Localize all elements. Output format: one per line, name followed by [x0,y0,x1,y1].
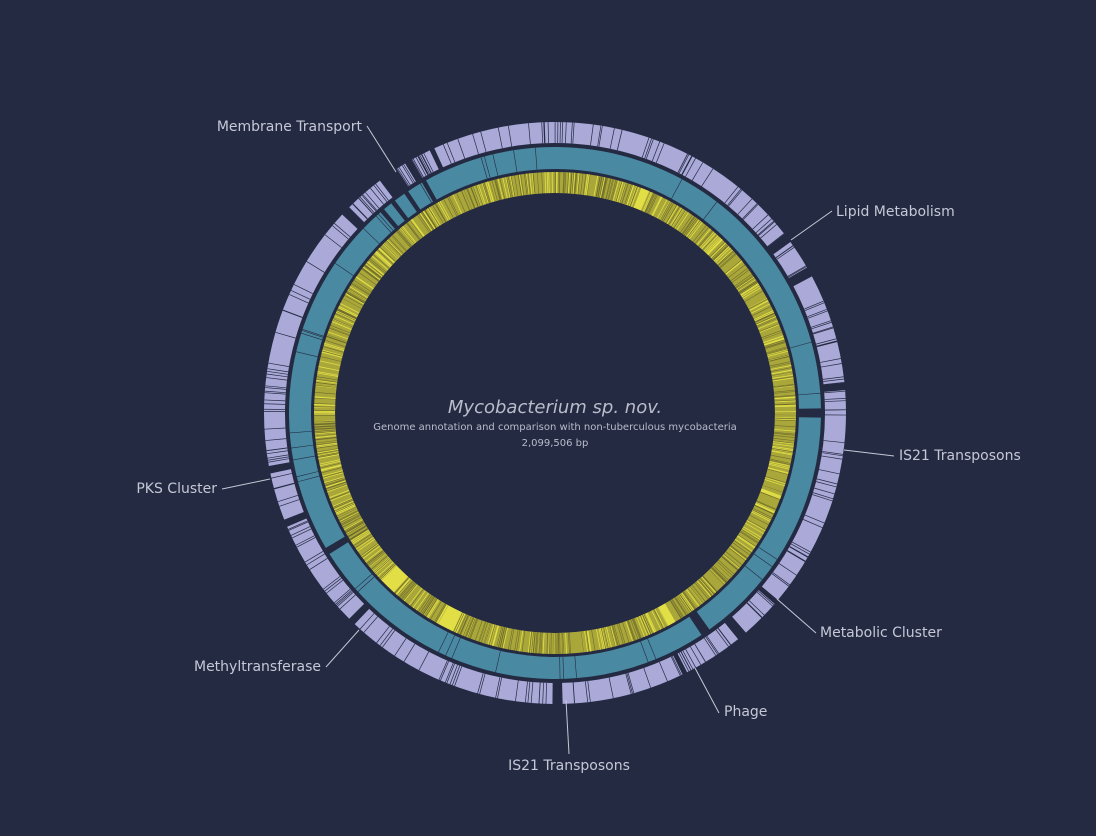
inner-track-hotspot [438,605,463,632]
outer-track-segment [349,180,393,223]
region-label: IS21 Transposons [508,758,630,774]
outer-track-segment [761,390,846,601]
callout-line [694,667,720,714]
outer-track-segment [354,608,553,704]
middle-track-segment [696,417,821,630]
callout-line [366,125,397,173]
region-label: Lipid Metabolism [836,204,955,220]
region-callouts: Membrane Transport Lipid Metabolism IS21… [136,119,1020,774]
outer-track-segment [396,163,416,187]
callout-lipid-metabolism: Lipid Metabolism [790,204,955,241]
middle-track-segment [394,193,417,219]
inner-track-hotspot [633,188,650,211]
center-labels: Mycobacterium sp. nov. Genome annotation… [373,397,737,449]
genome-title: Mycobacterium sp. nov. [448,397,662,418]
genome-size: 2,099,506 bp [522,438,589,449]
genome-subtitle: Genome annotation and comparison with no… [373,422,737,433]
genome-tracks [263,121,846,704]
middle-track-segment [426,146,821,409]
inner-track-dark-ticks [314,171,796,655]
outer-track-segment [773,241,808,278]
outer-track-segment [793,276,845,385]
inner-track-hotspot [381,565,408,593]
middle-track-segment [384,203,405,227]
callout-line [843,449,895,457]
middle-track-gaps [289,147,821,679]
callout-metabolic-cluster: Metabolic Cluster [776,598,942,641]
callout-line [790,210,833,241]
inner-gene-track [313,171,797,655]
callout-membrane-transport: Membrane Transport [217,119,397,173]
region-label: Metabolic Cluster [820,625,942,641]
callout-phage: Phage [694,667,767,720]
outer-track-segment [270,469,304,520]
callout-pks-cluster: PKS Cluster [136,478,271,497]
region-label: Membrane Transport [217,119,363,135]
callout-line [221,478,271,490]
callout-is21-transposons-bottom: IS21 Transposons [508,699,630,774]
callout-methyltransferase: Methyltransferase [194,629,360,675]
region-label: Methyltransferase [194,659,321,675]
middle-gene-track [289,146,821,679]
outer-track-segment [562,655,683,704]
middle-track-segment [289,212,395,549]
middle-track-segment [408,182,433,210]
outer-track-segment [434,121,785,247]
callout-line [565,699,570,755]
region-label: IS21 Transposons [899,448,1021,464]
callout-line [776,598,817,634]
outer-track-gaps [263,121,846,704]
inner-track-hotspot [658,603,676,626]
outer-track-segment [263,214,358,467]
outer-gene-track [263,121,846,704]
callout-is21-transposons-right: IS21 Transposons [843,448,1021,464]
outer-track-segment [732,590,775,633]
middle-track-segment [329,542,702,679]
region-label: PKS Cluster [136,481,217,497]
region-label: Phage [724,704,767,720]
callout-line [325,629,360,668]
